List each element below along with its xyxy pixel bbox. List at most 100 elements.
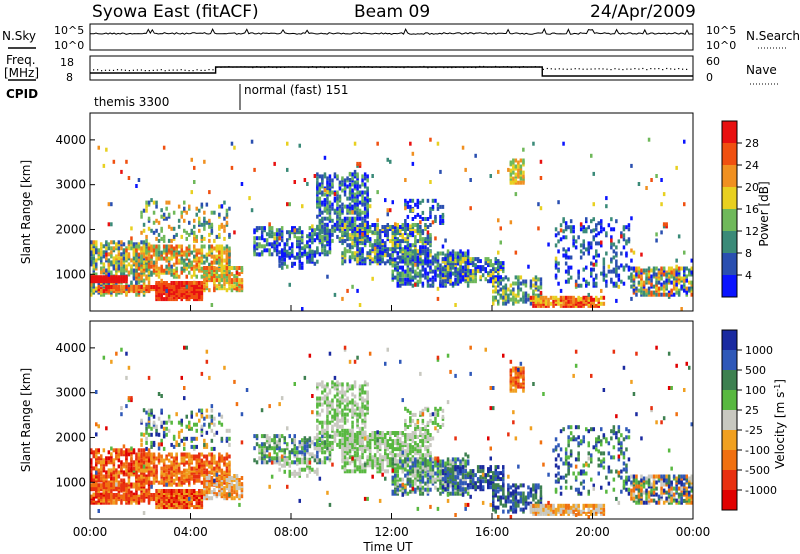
heatmap-cell xyxy=(409,141,412,146)
heatmap-cell xyxy=(341,296,344,301)
heatmap-cell xyxy=(373,255,377,260)
heatmap-cell xyxy=(132,495,136,500)
heatmap-cell xyxy=(306,182,309,186)
heatmap-cell xyxy=(255,242,259,247)
nave-dot xyxy=(339,66,341,68)
heatmap-cell xyxy=(316,224,319,229)
heatmap-cell xyxy=(569,275,573,280)
heatmap-cell xyxy=(612,255,616,260)
heatmap-cell xyxy=(112,493,116,497)
heatmap-cell xyxy=(225,452,229,457)
heatmap-cell xyxy=(210,276,214,281)
heatmap-cell xyxy=(155,287,158,292)
heatmap-cell xyxy=(416,204,420,209)
heatmap-cell xyxy=(459,271,462,276)
heatmap-cell xyxy=(140,250,143,255)
heatmap-cell xyxy=(102,488,106,493)
heatmap-cell xyxy=(514,164,518,169)
heatmap-cell xyxy=(145,488,148,493)
heatmap-cell xyxy=(110,287,113,292)
heatmap-cell xyxy=(665,224,668,229)
heatmap-cell xyxy=(489,174,493,178)
heatmap-cell xyxy=(167,428,171,433)
heatmap-cell xyxy=(356,230,359,235)
heatmap-cell xyxy=(215,482,219,487)
heatmap-cell xyxy=(376,218,379,223)
heatmap-cell xyxy=(670,288,673,293)
heatmap-cell xyxy=(640,292,643,297)
heatmap-cell xyxy=(363,202,367,207)
heatmap-cell xyxy=(396,277,400,282)
heatmap-cell xyxy=(353,237,357,242)
nave-dot xyxy=(168,69,170,71)
heatmap-cell xyxy=(585,283,588,288)
heatmap-cell xyxy=(321,200,324,205)
heatmap-cell xyxy=(100,454,103,459)
heatmap-cell xyxy=(323,244,327,249)
heatmap-cell xyxy=(346,249,349,254)
heatmap-cell xyxy=(152,464,156,469)
heatmap-cell xyxy=(135,456,138,461)
heatmap-cell xyxy=(117,240,121,245)
heatmap-cell xyxy=(172,246,176,251)
heatmap-cell xyxy=(665,272,668,277)
heatmap-cell xyxy=(120,448,123,453)
heatmap-cell xyxy=(504,301,508,306)
heatmap-cell xyxy=(185,210,189,215)
heatmap-cell xyxy=(175,474,178,479)
heatmap-cell xyxy=(228,442,231,447)
nave-dot xyxy=(112,69,115,71)
heatmap-cell xyxy=(685,292,689,297)
heatmap-cell xyxy=(172,456,176,461)
heatmap-cell xyxy=(90,292,93,297)
heatmap-cell xyxy=(316,249,319,254)
heatmap-cell xyxy=(107,483,111,488)
heatmap-cell xyxy=(494,257,498,262)
heatmap-cell xyxy=(203,260,206,265)
heatmap-cell xyxy=(293,180,297,184)
heatmap-cell xyxy=(514,166,518,171)
heatmap-cell xyxy=(424,223,427,227)
nave-dot xyxy=(144,70,146,72)
heatmap-cell xyxy=(444,238,447,243)
heatmap-cell xyxy=(142,472,146,477)
heatmap-cell xyxy=(492,289,495,294)
heatmap-cell xyxy=(489,273,493,278)
heatmap-cell xyxy=(469,269,472,274)
heatmap-cell xyxy=(110,490,113,495)
heatmap-cell xyxy=(492,271,495,276)
heatmap-cell xyxy=(150,264,153,269)
heatmap-cell xyxy=(218,204,221,209)
heatmap-cell xyxy=(351,218,354,223)
heatmap-cell xyxy=(610,241,613,246)
nave-dot xyxy=(646,69,648,71)
heatmap-cell xyxy=(157,238,161,243)
heatmap-cell xyxy=(667,266,671,271)
heatmap-cell xyxy=(137,278,141,283)
heatmap-cell xyxy=(203,416,206,421)
heatmap-cell xyxy=(160,454,163,459)
heatmap-cell xyxy=(471,275,475,280)
heatmap-cell xyxy=(361,194,364,199)
heatmap-cell xyxy=(615,245,618,250)
heatmap-cell xyxy=(414,249,417,254)
heatmap-cell xyxy=(200,489,204,493)
heatmap-cell xyxy=(429,233,432,238)
heatmap-cell xyxy=(107,266,111,271)
heatmap-cell xyxy=(100,470,103,475)
heatmap-cell xyxy=(451,271,455,276)
heatmap-cell xyxy=(188,426,191,431)
heatmap-cell xyxy=(366,255,369,260)
heatmap-cell xyxy=(474,153,477,158)
heatmap-cell xyxy=(554,263,558,268)
nsky-label: N.Sky xyxy=(2,29,36,43)
heatmap-cell xyxy=(157,270,161,275)
nave-dot xyxy=(423,65,425,68)
heatmap-cell xyxy=(220,468,224,473)
heatmap-cell xyxy=(670,270,673,275)
heatmap-cell xyxy=(165,493,168,497)
heatmap-cell xyxy=(660,202,663,207)
heatmap-cell xyxy=(198,281,201,285)
heatmap-cell xyxy=(441,269,445,274)
heatmap-cell xyxy=(439,251,442,256)
